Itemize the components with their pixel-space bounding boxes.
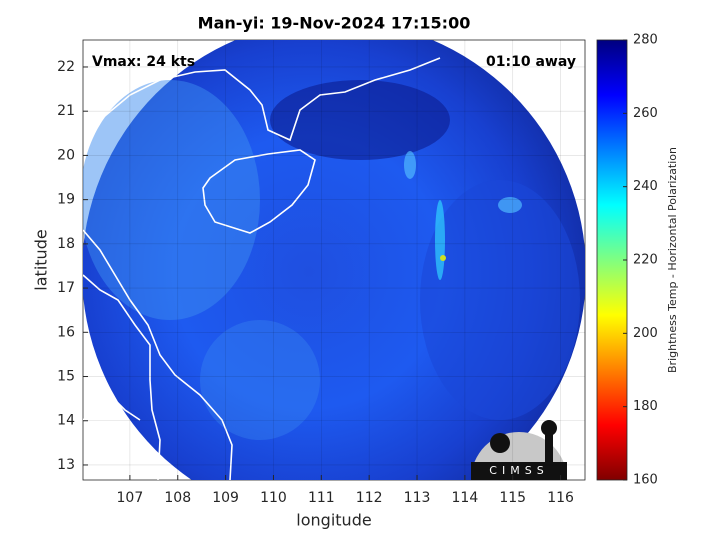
colorbar-tick-label: 260 — [633, 106, 658, 121]
x-tick-label: 111 — [308, 490, 335, 506]
colorbar — [596, 39, 628, 481]
y-tick-label: 18 — [57, 236, 75, 252]
colorbar-tick-label: 180 — [633, 399, 658, 414]
cold-region — [270, 80, 450, 160]
y-tick-label: 22 — [57, 59, 75, 75]
y-tick-label: 17 — [57, 280, 75, 296]
x-tick-label: 112 — [356, 490, 383, 506]
y-tick-label: 20 — [57, 147, 75, 163]
warm-region — [83, 80, 260, 320]
x-tick-label: 113 — [404, 490, 431, 506]
y-tick-label: 16 — [57, 324, 75, 340]
colorbar-label: Brightness Temp - Horizontal Polarizatio… — [666, 147, 679, 373]
y-tick-label: 13 — [57, 457, 75, 473]
chart-title: Man-yi: 19-Nov-2024 17:15:00 — [198, 14, 471, 33]
x-tick-label: 109 — [212, 490, 239, 506]
convection — [498, 197, 522, 213]
y-axis-label: latitude — [32, 229, 51, 290]
colorbar-tick-label: 240 — [633, 179, 658, 194]
colorbar-tick-label: 160 — [633, 473, 658, 488]
x-tick-label: 114 — [452, 490, 479, 506]
x-tick-label: 115 — [499, 490, 526, 506]
convection — [435, 200, 445, 280]
cold-region — [420, 180, 580, 420]
y-tick-label: 15 — [57, 369, 75, 385]
colorbar-tick-label: 280 — [633, 33, 658, 48]
warm-region — [200, 320, 320, 440]
colorbar-tick-label: 200 — [633, 326, 658, 341]
y-tick-label: 19 — [57, 192, 75, 208]
coastlines — [83, 57, 441, 480]
convection — [440, 255, 446, 261]
x-tick-label: 116 — [547, 490, 574, 506]
satellite-image — [83, 40, 585, 480]
convection — [404, 151, 416, 179]
y-tick-label: 14 — [57, 413, 75, 429]
logo — [471, 420, 567, 480]
y-tick-label: 21 — [57, 103, 75, 119]
logo-text: CIMSS — [489, 464, 548, 477]
annotation: Vmax: 24 kts — [92, 54, 195, 70]
x-tick-label: 110 — [260, 490, 287, 506]
x-tick-label: 107 — [117, 490, 144, 506]
x-axis-label: longitude — [296, 511, 371, 530]
colorbar-tick-label: 220 — [633, 253, 658, 268]
annotation: 01:10 away — [486, 54, 576, 70]
x-tick-label: 108 — [164, 490, 191, 506]
